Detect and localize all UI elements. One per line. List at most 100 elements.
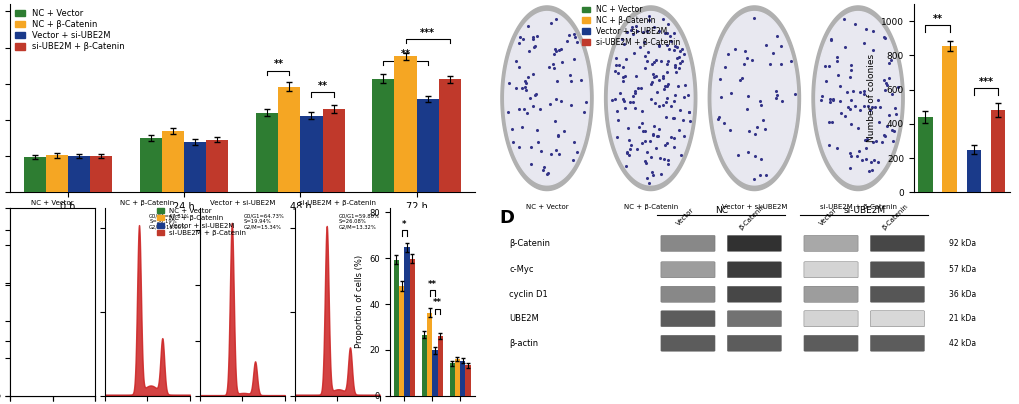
Bar <box>404 247 410 396</box>
Bar <box>427 313 432 396</box>
Point <box>615 41 632 48</box>
Point <box>665 115 682 121</box>
Point <box>680 92 696 99</box>
Point <box>876 87 893 93</box>
Point <box>618 149 634 155</box>
Text: β-Catenin: β-Catenin <box>508 239 549 248</box>
Point <box>658 82 675 89</box>
Y-axis label: Number of colonies: Number of colonies <box>866 54 874 142</box>
Point <box>517 78 533 84</box>
Bar <box>398 286 404 396</box>
Point <box>746 131 762 137</box>
Text: β-Catenin: β-Catenin <box>738 202 765 231</box>
Point <box>631 44 647 50</box>
Point <box>863 166 879 173</box>
Polygon shape <box>504 12 589 185</box>
Point <box>606 62 623 69</box>
Point <box>664 30 681 36</box>
Point <box>626 105 642 111</box>
Point <box>721 127 738 133</box>
Point <box>526 91 542 98</box>
Point <box>841 74 857 80</box>
Point <box>628 28 644 35</box>
Text: NC + Vector: NC + Vector <box>525 204 568 210</box>
Point <box>643 79 659 85</box>
Point <box>643 61 659 67</box>
Point <box>519 74 535 80</box>
Point <box>507 58 524 65</box>
Point <box>736 61 752 67</box>
Point <box>675 116 691 123</box>
Point <box>857 145 873 151</box>
Point <box>667 55 684 61</box>
Bar <box>46 156 68 192</box>
Point <box>514 123 530 130</box>
Point <box>542 20 558 26</box>
Point <box>624 98 640 105</box>
Text: **: ** <box>931 14 942 24</box>
Point <box>875 77 892 83</box>
Point <box>649 132 665 139</box>
Point <box>666 62 683 68</box>
Point <box>640 179 656 186</box>
Point <box>822 36 839 43</box>
Point <box>641 137 657 144</box>
Text: G0/G1=64.73%
S=19.94%
G2/M=15.34%: G0/G1=64.73% S=19.94% G2/M=15.34% <box>244 213 284 230</box>
Point <box>833 110 849 116</box>
Point <box>676 51 692 58</box>
Polygon shape <box>811 6 903 191</box>
Point <box>634 120 650 126</box>
Point <box>757 42 773 48</box>
Point <box>656 30 673 36</box>
Point <box>745 175 761 182</box>
Point <box>562 102 579 108</box>
Point <box>671 53 687 60</box>
Text: Vector + si-UBE2M: Vector + si-UBE2M <box>721 204 787 210</box>
Point <box>623 27 639 33</box>
Point <box>710 114 727 120</box>
Bar <box>410 259 415 396</box>
Point <box>842 97 858 103</box>
Title: si-UBE2M + β-Catenin: si-UBE2M + β-Catenin <box>299 200 375 206</box>
Point <box>653 170 669 177</box>
Point <box>644 172 660 178</box>
Point <box>665 98 682 105</box>
Point <box>504 139 521 146</box>
Point <box>842 61 858 68</box>
Point <box>552 46 569 53</box>
Point <box>646 74 662 80</box>
Point <box>848 152 864 159</box>
Point <box>866 104 882 111</box>
Point <box>638 149 654 155</box>
Bar <box>24 157 46 192</box>
Point <box>532 147 548 154</box>
Point <box>541 64 557 70</box>
Point <box>522 144 538 151</box>
Point <box>619 124 635 131</box>
Bar <box>393 260 398 396</box>
Point <box>646 100 662 107</box>
Point <box>607 55 624 61</box>
Point <box>535 167 551 173</box>
Text: c-Myc: c-Myc <box>508 265 533 274</box>
Point <box>772 98 789 104</box>
Point <box>880 59 897 66</box>
Point <box>566 31 582 38</box>
Point <box>650 43 666 50</box>
Point <box>824 97 841 103</box>
Point <box>864 28 880 35</box>
Bar <box>301 116 322 192</box>
Legend: NC + Vector, NC + β-Catenin, Vector + si-UBE2M, si-UBE2M + β-Catenin: NC + Vector, NC + β-Catenin, Vector + si… <box>14 8 125 52</box>
Text: 42 kDa: 42 kDa <box>948 339 974 347</box>
Point <box>663 115 680 122</box>
Point <box>650 42 666 48</box>
Point <box>659 161 676 168</box>
Polygon shape <box>608 12 692 185</box>
Point <box>667 69 684 75</box>
Point <box>545 51 561 57</box>
Point <box>823 96 840 103</box>
Point <box>671 60 687 67</box>
Point <box>855 90 871 97</box>
Bar <box>206 139 228 192</box>
Point <box>618 149 634 156</box>
